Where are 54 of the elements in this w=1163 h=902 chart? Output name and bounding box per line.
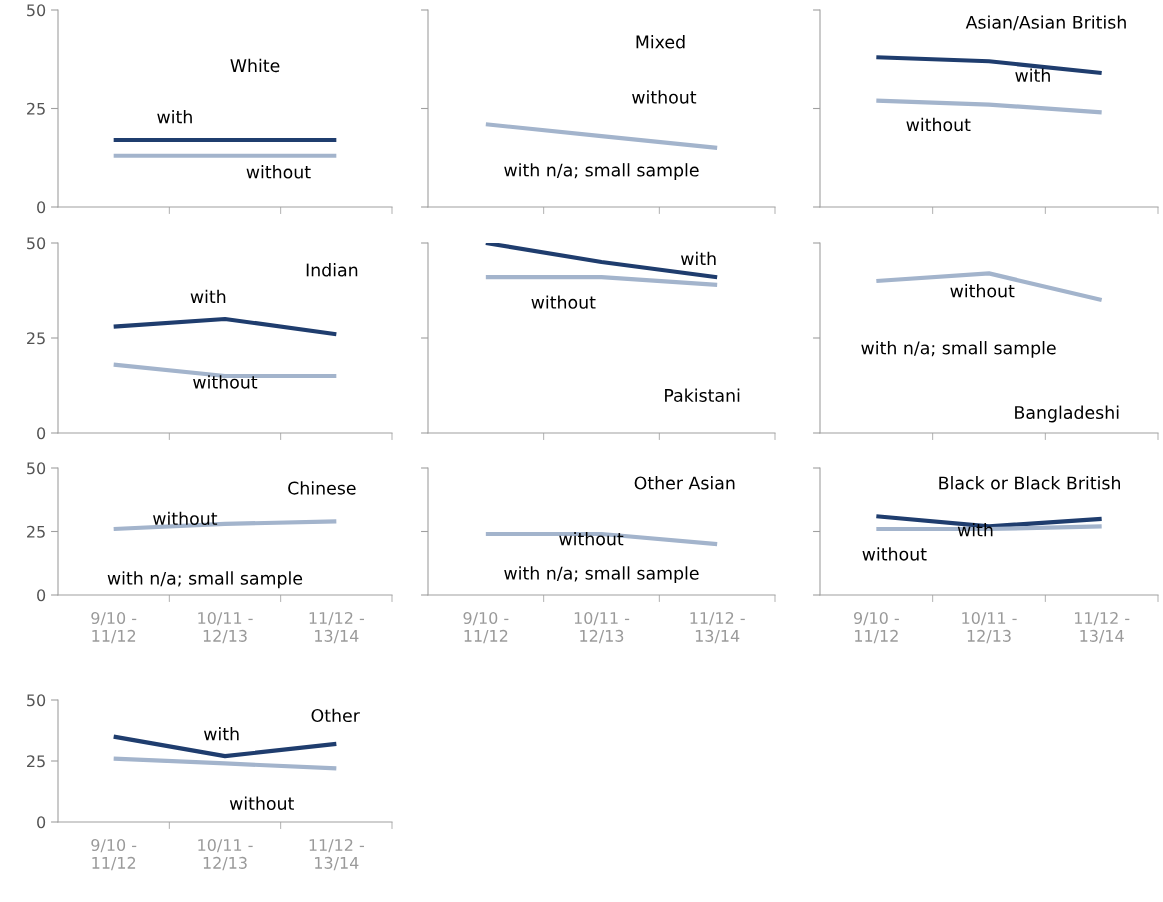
- x-tick-label: 10/11 - 12/13: [198, 838, 253, 871]
- y-tick-label: 50: [27, 462, 46, 475]
- series-label: without: [559, 531, 624, 546]
- series-label: without: [193, 375, 258, 389]
- x-tick-label: 11/12 - 13/14: [690, 611, 745, 644]
- y-tick-label: 0: [37, 201, 46, 214]
- series-label: without: [906, 117, 971, 132]
- series-label: with: [1015, 68, 1050, 82]
- x-tick-label: 9/10 - 11/12: [853, 611, 899, 644]
- series-label: without: [229, 796, 294, 810]
- x-tick-label: 9/10 - 11/12: [91, 838, 137, 871]
- series-label: without: [531, 295, 596, 309]
- text: Mixed: [636, 35, 685, 49]
- y-tick-label: 25: [27, 755, 45, 768]
- series-label: without: [950, 284, 1015, 298]
- y-tick-label: 0: [37, 816, 46, 829]
- text: Chinese: [288, 481, 356, 495]
- annotation: with n/a; small sample: [861, 341, 1056, 358]
- y-tick-label: 25: [27, 102, 45, 115]
- x-tick-label: 9/10 - 11/12: [91, 611, 137, 644]
- y-tick-label: 0: [37, 589, 46, 602]
- chart-title: Black or Black British: [939, 476, 1120, 490]
- annotation: with n/a; small sample: [107, 571, 303, 589]
- y-tick-label: 25: [27, 525, 45, 538]
- annotation: with n/a; small sample: [504, 163, 699, 180]
- x-tick-label: 9/10 - 11/12: [463, 611, 509, 644]
- text: Bangladeshi: [1015, 405, 1119, 423]
- series-label: with: [957, 523, 993, 537]
- series-label: with: [203, 726, 239, 741]
- series-label: with: [190, 289, 226, 303]
- annotation: with n/a; small sample: [504, 566, 699, 584]
- y-tick-label: 50: [27, 237, 46, 250]
- series-label: with: [157, 109, 192, 124]
- chart-title: Asian/Asian British: [965, 15, 1126, 31]
- chart-title: Other: [311, 708, 360, 723]
- series-label: with: [680, 251, 716, 265]
- series-label: without: [862, 547, 927, 561]
- text: White: [230, 58, 280, 73]
- x-tick-label: 11/12 - 13/14: [309, 611, 364, 644]
- y-tick-label: 50: [27, 4, 46, 17]
- text: without: [632, 90, 697, 104]
- x-tick-label: 11/12 - 13/14: [309, 838, 364, 871]
- series-label: without: [153, 511, 218, 526]
- x-tick-label: 11/12 - 13/14: [1074, 611, 1130, 644]
- y-tick-label: 50: [27, 694, 46, 707]
- series-label: without: [246, 165, 311, 179]
- x-tick-label: 10/11 - 12/13: [198, 611, 253, 644]
- text: Indian: [306, 263, 358, 277]
- y-tick-label: 25: [27, 332, 45, 345]
- x-tick-label: 10/11 - 12/13: [574, 611, 630, 644]
- y-tick-label: 0: [37, 427, 46, 440]
- text: Pakistani: [665, 388, 740, 402]
- x-tick-label: 10/11 - 12/13: [962, 611, 1017, 644]
- chart-title: Other Asian: [634, 476, 735, 490]
